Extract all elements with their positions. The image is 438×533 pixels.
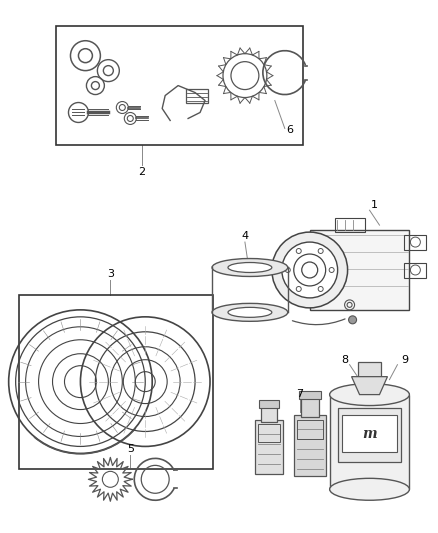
Bar xyxy=(259,400,279,408)
Bar xyxy=(261,406,277,422)
Text: 1: 1 xyxy=(371,200,378,210)
Ellipse shape xyxy=(212,303,288,321)
Bar xyxy=(56,26,303,146)
Circle shape xyxy=(272,232,348,308)
Bar xyxy=(255,419,283,474)
Bar xyxy=(299,391,321,399)
Bar xyxy=(342,415,397,453)
Bar xyxy=(335,218,364,232)
Text: m: m xyxy=(362,427,377,441)
Polygon shape xyxy=(352,377,388,394)
Bar xyxy=(330,394,410,489)
Bar xyxy=(357,362,381,384)
Bar xyxy=(294,415,326,477)
Circle shape xyxy=(349,316,357,324)
Circle shape xyxy=(282,242,338,298)
Bar xyxy=(404,235,426,250)
Text: 5: 5 xyxy=(127,445,134,455)
Ellipse shape xyxy=(330,384,410,406)
Text: 7: 7 xyxy=(296,389,303,399)
Text: 4: 4 xyxy=(241,231,248,241)
Bar xyxy=(258,424,280,442)
Text: 9: 9 xyxy=(401,354,408,365)
Bar xyxy=(338,408,401,462)
Ellipse shape xyxy=(228,308,272,317)
Bar xyxy=(186,88,208,102)
Bar xyxy=(310,230,410,310)
Bar xyxy=(297,419,323,439)
Text: 8: 8 xyxy=(341,354,348,365)
Ellipse shape xyxy=(212,259,288,277)
Bar xyxy=(301,397,319,416)
Bar xyxy=(19,295,213,470)
Text: 6: 6 xyxy=(286,125,293,135)
Bar xyxy=(404,263,426,278)
Ellipse shape xyxy=(228,263,272,272)
Text: 2: 2 xyxy=(138,167,145,177)
Ellipse shape xyxy=(330,478,410,500)
Text: 3: 3 xyxy=(107,269,114,279)
